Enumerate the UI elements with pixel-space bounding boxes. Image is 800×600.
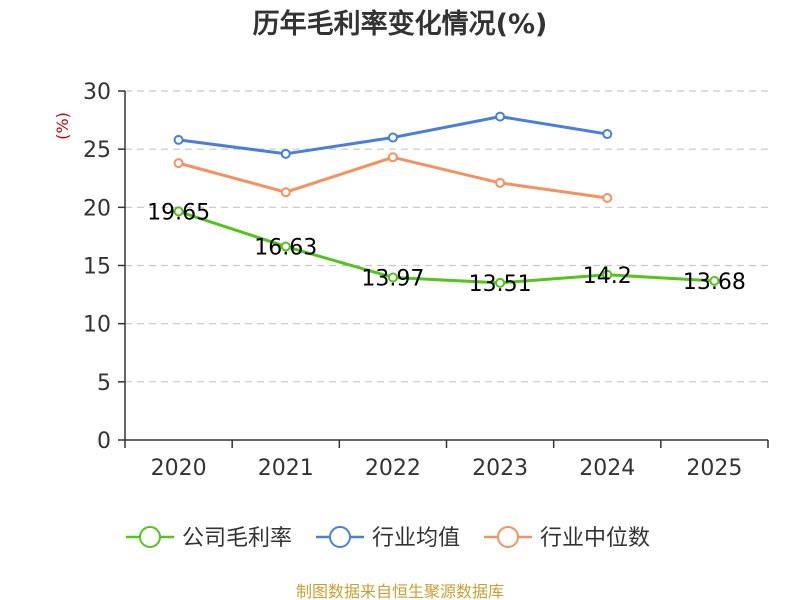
- series-3-point-2021: [280, 187, 291, 198]
- data-label-2021: 16.63: [254, 236, 317, 261]
- series-1-point-2020: [173, 206, 184, 217]
- legend-label: 公司毛利率: [182, 526, 292, 551]
- y-tick-label-0: 0: [97, 429, 111, 454]
- series-line-1: [178, 209, 715, 285]
- y-tick-label-30: 30: [83, 80, 111, 105]
- series-2-point-2021: [280, 148, 291, 159]
- x-tick-label-2020: 2020: [151, 456, 207, 481]
- x-tick-label-2022: 2022: [365, 456, 421, 481]
- legend-item-1[interactable]: 公司毛利率: [126, 526, 292, 551]
- x-tick-label-2023: 2023: [472, 456, 528, 481]
- x-tick-label-2024: 2024: [579, 456, 635, 481]
- data-label-2022: 13.97: [361, 266, 424, 291]
- series-2-point-2024: [602, 129, 613, 140]
- series-1-point-2021: [280, 241, 291, 252]
- y-tick-label-5: 5: [97, 371, 111, 396]
- series-2-point-2023: [495, 111, 506, 122]
- series-3-point-2024: [602, 193, 613, 204]
- y-tick-label-10: 10: [83, 313, 111, 338]
- legend-item-3[interactable]: 行业中位数: [484, 526, 650, 551]
- legend-label: 行业均值: [372, 526, 460, 551]
- source-note: 制图数据来自恒生聚源数据库: [296, 582, 504, 600]
- x-tick-label-2021: 2021: [258, 456, 314, 481]
- y-tick-label-20: 20: [83, 196, 111, 221]
- grid-lines: [125, 90, 768, 383]
- data-label-2020: 19.65: [147, 200, 210, 225]
- series-lines: [173, 111, 720, 288]
- x-tick-label-2025: 2025: [686, 456, 742, 481]
- data-labels: 19.65 16.63 13.97 13.51 14.2 13.68: [147, 200, 746, 296]
- legend-label: 行业中位数: [540, 526, 650, 551]
- legend-swatch-marker: [139, 526, 161, 548]
- data-label-2023: 13.51: [469, 272, 532, 297]
- chart-title: 历年毛利率变化情况(%): [253, 8, 548, 40]
- data-label-2025: 13.68: [683, 270, 746, 295]
- series-3-point-2023: [495, 177, 506, 188]
- data-label-2024: 14.2: [583, 264, 632, 289]
- legend-swatch-marker: [497, 526, 519, 548]
- series-line-3: [178, 155, 608, 200]
- series-3-point-2022: [387, 152, 398, 163]
- y-tick-label-15: 15: [83, 255, 111, 280]
- legend-swatch-marker: [329, 526, 351, 548]
- series-2-point-2022: [387, 132, 398, 143]
- series-3-point-2020: [173, 158, 184, 169]
- series-1-point-2023: [495, 277, 506, 288]
- legend-item-2[interactable]: 行业均值: [316, 526, 460, 551]
- y-axis-unit-label: (%): [53, 112, 72, 140]
- series-2-point-2020: [173, 134, 184, 145]
- series-1-point-2025: [709, 275, 720, 286]
- y-tick-label-25: 25: [83, 138, 111, 163]
- series-1-point-2024: [602, 269, 613, 280]
- legend: 公司毛利率 行业均值 行业中位数: [126, 526, 650, 551]
- series-1-point-2022: [387, 272, 398, 283]
